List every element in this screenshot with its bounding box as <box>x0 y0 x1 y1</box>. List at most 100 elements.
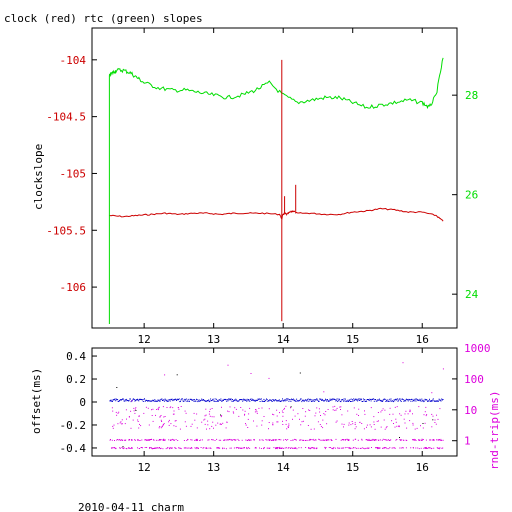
roundtrip-point <box>379 439 381 441</box>
roundtrip-point <box>231 439 233 441</box>
roundtrip-point <box>332 406 334 408</box>
roundtrip-point <box>390 439 392 441</box>
offset-point <box>163 399 165 401</box>
offset-point <box>270 399 272 401</box>
offset-point <box>221 400 222 402</box>
roundtrip-point <box>288 423 290 425</box>
roundtrip-point <box>113 447 115 449</box>
roundtrip-point <box>414 439 416 441</box>
roundtrip-point <box>438 447 440 449</box>
roundtrip-point <box>162 439 164 441</box>
offset-point <box>267 400 269 402</box>
roundtrip-point <box>185 412 187 414</box>
roundtrip-outlier <box>250 373 252 374</box>
roundtrip-point <box>162 406 164 408</box>
offset-point <box>159 400 161 402</box>
offset-point <box>287 398 289 400</box>
roundtrip-point <box>118 439 120 441</box>
offset-point <box>374 399 376 400</box>
offset-point <box>414 400 416 402</box>
roundtrip-point <box>410 447 412 449</box>
offset-point <box>387 400 389 402</box>
roundtrip-point <box>412 439 414 440</box>
roundtrip-point <box>245 424 247 426</box>
roundtrip-point <box>174 447 176 449</box>
offset-point <box>410 400 412 402</box>
offset-point <box>291 399 293 401</box>
roundtrip-point <box>221 406 222 408</box>
roundtrip-point <box>378 447 380 449</box>
roundtrip-point <box>432 439 434 441</box>
offset-point <box>189 398 191 400</box>
offset-point <box>190 398 192 400</box>
offset-point <box>429 400 431 402</box>
offset-point <box>142 401 144 402</box>
offset-point <box>309 398 311 400</box>
x-tick-label: 13 <box>207 461 220 474</box>
offset-point <box>403 400 405 402</box>
offset-point <box>334 398 335 400</box>
offset-point <box>294 399 296 401</box>
offset-point <box>253 399 255 401</box>
offset-point <box>248 399 249 401</box>
roundtrip-point <box>272 413 273 415</box>
roundtrip-point <box>392 447 394 449</box>
roundtrip-point <box>151 447 152 449</box>
roundtrip-point <box>385 439 387 441</box>
roundtrip-point <box>415 440 417 441</box>
roundtrip-point <box>294 448 296 449</box>
roundtrip-point <box>294 438 296 440</box>
roundtrip-outlier <box>227 364 229 366</box>
roundtrip-point <box>381 439 383 441</box>
offset-point <box>211 400 213 401</box>
offset-point <box>217 399 219 401</box>
roundtrip-point <box>211 416 213 418</box>
roundtrip-point <box>174 420 176 422</box>
offset-point <box>297 400 299 402</box>
offset-point <box>386 399 387 401</box>
roundtrip-point <box>336 407 338 409</box>
offset-point <box>343 400 344 402</box>
offset-point <box>237 400 239 402</box>
roundtrip-point <box>427 447 429 449</box>
roundtrip-point <box>297 413 299 415</box>
roundtrip-point <box>177 440 179 441</box>
roundtrip-point <box>305 411 307 413</box>
offset-point <box>292 398 294 400</box>
offset-point <box>226 400 228 402</box>
roundtrip-point <box>300 424 302 426</box>
roundtrip-point <box>148 424 150 426</box>
roundtrip-point <box>440 438 442 440</box>
roundtrip-point <box>366 439 368 441</box>
roundtrip-point <box>366 426 367 428</box>
roundtrip-point <box>396 406 398 408</box>
roundtrip-point <box>341 414 343 416</box>
roundtrip-point <box>292 448 294 449</box>
offset-point <box>205 400 207 402</box>
offset-point <box>183 400 185 402</box>
offset-point <box>312 400 314 402</box>
roundtrip-point <box>189 447 191 449</box>
offset-point <box>219 399 221 401</box>
offset-point <box>430 401 432 402</box>
offset-point <box>210 400 212 402</box>
roundtrip-point <box>398 426 400 428</box>
offset-point <box>120 399 122 401</box>
offset-point <box>398 398 400 400</box>
roundtrip-point <box>229 447 231 449</box>
roundtrip-point <box>163 438 165 440</box>
roundtrip-point <box>276 409 278 411</box>
offset-point <box>220 398 222 400</box>
offset-point <box>340 401 342 403</box>
offset-point <box>333 398 335 400</box>
offset-point <box>341 399 343 401</box>
roundtrip-point <box>200 447 202 448</box>
roundtrip-point <box>242 409 244 411</box>
y-tick-label: 0 <box>79 396 86 409</box>
roundtrip-point <box>334 447 336 449</box>
roundtrip-point <box>304 440 306 441</box>
offset-point <box>432 398 434 400</box>
roundtrip-point <box>132 419 134 421</box>
roundtrip-point <box>409 411 411 413</box>
